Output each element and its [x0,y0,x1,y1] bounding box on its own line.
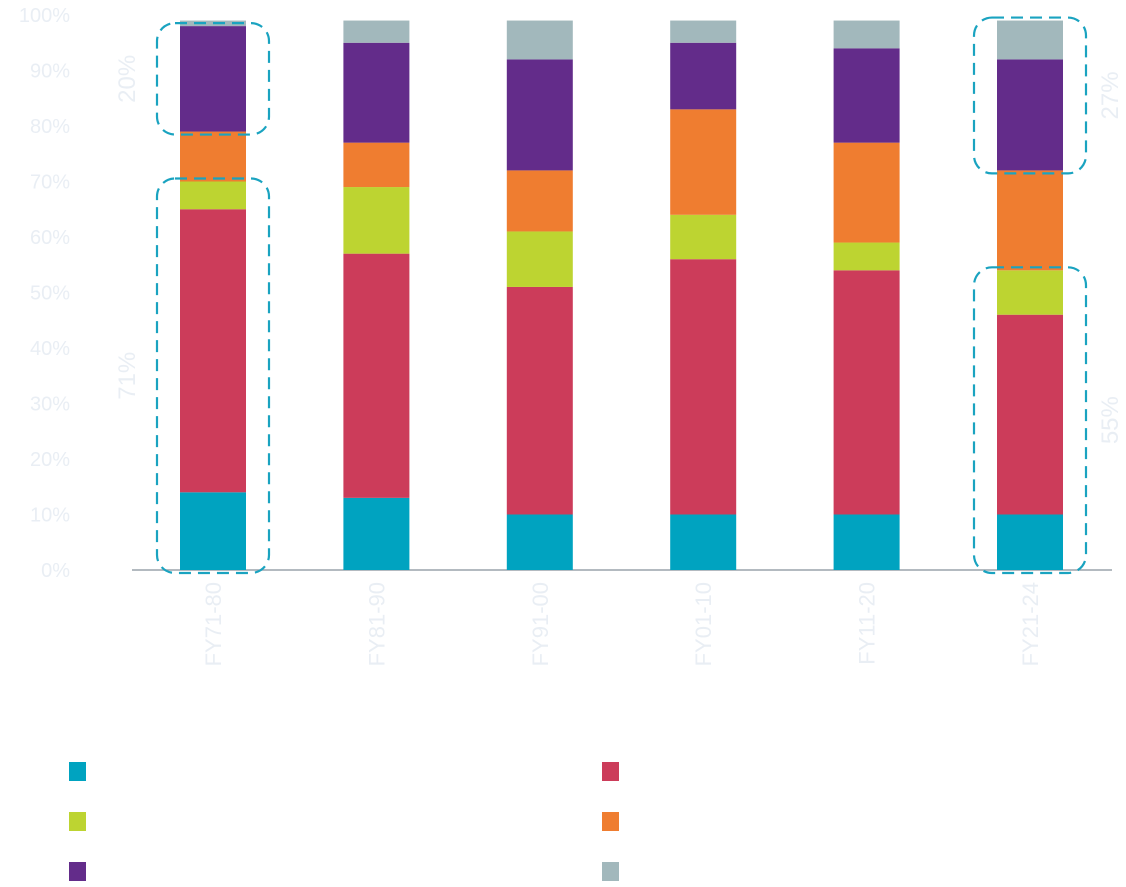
bar-segment [997,270,1063,315]
bar-segment [180,181,246,210]
annotation-box [972,16,1088,175]
bar-segment [833,20,900,49]
bar-segment [343,497,410,570]
bar-segment [833,270,900,515]
legend-swatch [69,812,86,831]
legend-swatch [602,762,619,781]
bar-segment [997,20,1063,60]
legend-swatch [69,862,86,881]
bar-segment [833,514,900,570]
bar-segment [343,42,410,143]
x-tick-label: FY81-90 [364,582,389,666]
annotation-label: 20% [114,55,141,103]
annotation-box [155,22,271,136]
y-tick-label: 60% [30,227,70,249]
bar-segment [180,131,246,182]
y-tick-label: 50% [30,283,70,305]
annotation-box [155,177,271,575]
bar-segment [180,26,246,132]
legend-swatch [602,862,619,881]
y-tick-label: 70% [30,172,70,194]
bar-segment [506,514,573,570]
bar-segment [506,59,573,171]
y-tick-label: 20% [30,449,70,471]
bar-segment [343,253,410,498]
bar-segment [670,20,737,43]
bar-segment [670,214,737,260]
legend-swatch [602,812,619,831]
y-tick-label: 30% [30,394,70,416]
bar-segment [833,48,900,143]
x-tick-label: FY21-24 [1018,582,1043,666]
bar-segment [997,514,1063,570]
bar-segment [506,231,573,287]
annotation-label: 55% [1097,396,1124,444]
y-tick-label: 10% [30,505,70,527]
bar-segment [670,259,737,515]
bar-segment [343,20,410,43]
y-tick-label: 100% [19,5,70,27]
bar-segment [833,142,900,243]
bar-segment [997,59,1063,171]
x-tick-label: FY11-20 [855,582,880,665]
x-tick-label: FY91-00 [528,582,553,666]
bar-segment [670,514,737,570]
bar-segment [180,209,246,493]
bar-segment [180,492,246,570]
y-tick-label: 0% [41,560,70,582]
bar-segment [833,242,900,271]
bar-segment [506,286,573,515]
y-tick-label: 40% [30,338,70,360]
bar-segment [670,42,737,110]
bar-segment [997,170,1063,271]
bar-segment [506,20,573,60]
x-tick-label: FY01-10 [691,582,716,666]
legend-swatch [69,762,86,781]
x-tick-label: FY71-80 [201,582,226,666]
annotation-label: 71% [114,352,141,400]
y-tick-label: 90% [30,61,70,83]
bar-segment [997,314,1063,515]
annotation-box [972,266,1088,575]
bar-segment [343,142,410,188]
bar-segment [670,109,737,215]
bar-segment [506,170,573,232]
bar-segment [343,187,410,254]
annotation-label: 27% [1097,71,1124,119]
y-tick-label: 80% [30,116,70,138]
